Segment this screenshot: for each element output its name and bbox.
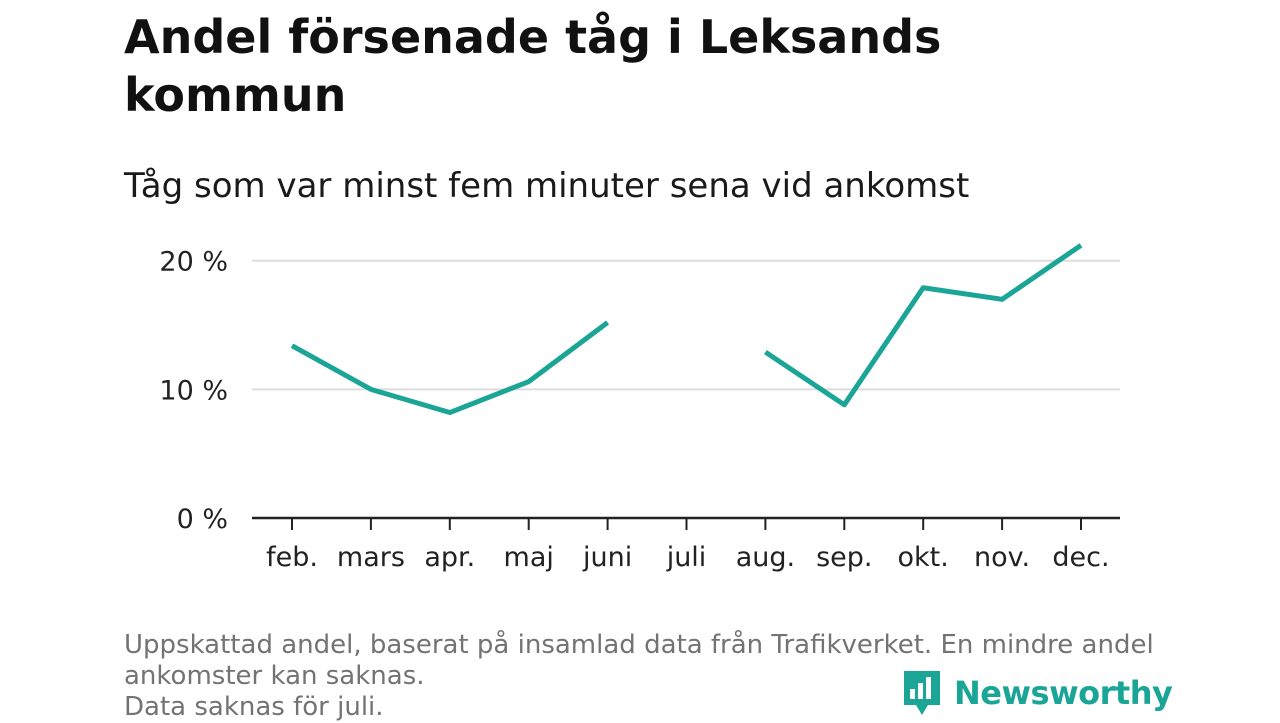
newsworthy-logo-icon (902, 669, 942, 717)
x-tick-label: okt. (898, 542, 949, 573)
x-tick-label: aug. (736, 542, 795, 573)
x-tick-label: juni (582, 542, 632, 573)
x-tick-label: sep. (816, 542, 872, 573)
x-tick-label: maj (504, 542, 554, 573)
brand-name: Newsworthy (954, 674, 1172, 712)
series-line (765, 245, 1081, 405)
series-line (292, 322, 608, 412)
x-tick-label: juli (666, 542, 707, 573)
x-tick-label: mars (337, 542, 405, 573)
x-tick-label: nov. (974, 542, 1030, 573)
x-tick-label: dec. (1052, 542, 1109, 573)
newsworthy-logo: Newsworthy (902, 668, 1172, 718)
y-tick-label: 10 % (159, 375, 228, 406)
x-tick-label: feb. (266, 542, 318, 573)
x-tick-label: apr. (424, 542, 475, 573)
y-tick-label: 0 % (177, 504, 228, 535)
footnote-line: Uppskattad andel, baserat på insamlad da… (124, 630, 1164, 661)
y-tick-label: 20 % (159, 247, 228, 278)
